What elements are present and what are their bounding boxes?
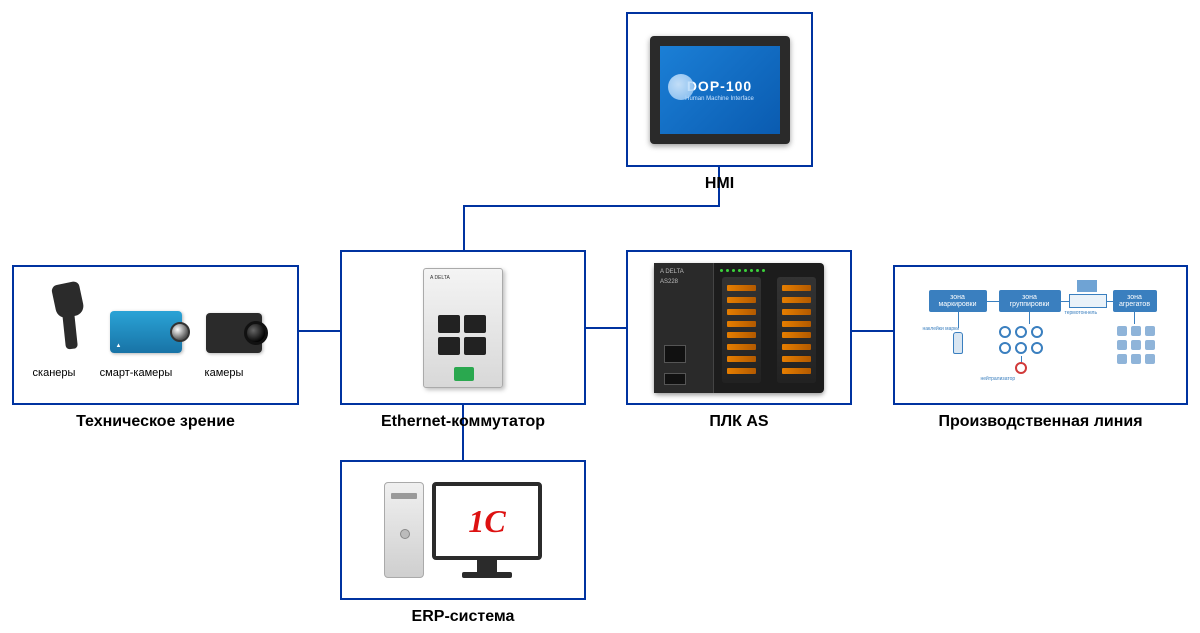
- prod-roll: [999, 326, 1011, 338]
- conn-hmi-switch-h: [463, 205, 720, 207]
- prod-square: [1131, 354, 1141, 364]
- label-vision: Техническое зрение: [12, 413, 299, 431]
- label-prodline: Производственная линия: [893, 413, 1188, 431]
- prod-conn-2: [1061, 301, 1069, 302]
- prod-square: [1145, 354, 1155, 364]
- label-hmi: HMI: [626, 175, 813, 193]
- prod-conn-1: [987, 301, 999, 302]
- prod-sub-1: наклейки марки: [923, 326, 960, 332]
- hmi-device: DOP-100 Human Machine Interface: [650, 36, 790, 144]
- prod-square: [1145, 340, 1155, 350]
- plc-device-icon: A DELTA AS228: [654, 263, 824, 393]
- camera-icon: [206, 313, 262, 353]
- prod-square: [1131, 340, 1141, 350]
- erp-tower-icon: [384, 482, 424, 578]
- plc-brand: A DELTA: [660, 269, 684, 275]
- prod-roll: [1031, 342, 1043, 354]
- hmi-screen-text: DOP-100: [687, 78, 752, 94]
- node-prodline: зона маркировки зона группировки зона аг…: [893, 265, 1188, 405]
- switch-ports: [438, 315, 486, 355]
- prod-box-mark: зона маркировки: [929, 290, 987, 312]
- prod-roll-red: [1015, 362, 1027, 374]
- node-plc: A DELTA AS228: [626, 250, 852, 405]
- erp-logo-text: 1C: [468, 503, 505, 540]
- conn-hmi-switch-v2: [463, 205, 465, 250]
- sublabel-camera: камеры: [192, 367, 256, 379]
- hmi-hand-icon: [668, 74, 694, 100]
- prod-sub-2: нейтрализатор: [981, 376, 1016, 382]
- erp-monitor-icon: 1C: [432, 482, 542, 578]
- vision-items: ▲: [50, 283, 262, 353]
- prod-box-agg: зона агрегатов: [1113, 290, 1157, 312]
- conn-switch-plc: [586, 327, 626, 329]
- prod-square: [1117, 354, 1127, 364]
- node-switch: A DELTA: [340, 250, 586, 405]
- production-line-diagram: зона маркировки зона группировки зона аг…: [921, 280, 1161, 390]
- prod-roll: [1015, 342, 1027, 354]
- node-hmi: DOP-100 Human Machine Interface: [626, 12, 813, 167]
- prod-roll: [1031, 326, 1043, 338]
- sublabel-scanner: сканеры: [22, 367, 86, 379]
- prod-roll: [1015, 326, 1027, 338]
- prod-bottle-icon: [953, 332, 963, 354]
- switch-plug-icon: [454, 367, 474, 381]
- erp-system-icon: 1C: [384, 482, 542, 578]
- label-erp: ERP-система: [340, 608, 586, 626]
- sublabel-smartcam: смарт-камеры: [88, 367, 184, 379]
- prod-roll: [999, 342, 1011, 354]
- plc-model: AS228: [660, 279, 678, 285]
- prod-machine-icon: [1077, 280, 1097, 292]
- ethernet-switch-icon: A DELTA: [423, 268, 503, 388]
- prod-connv-2: [1029, 312, 1030, 324]
- node-erp: 1C: [340, 460, 586, 600]
- label-plc: ПЛК AS: [626, 413, 852, 431]
- smart-camera-icon: ▲: [110, 311, 182, 353]
- conn-vision-switch: [299, 330, 340, 332]
- prod-square: [1117, 326, 1127, 336]
- prod-tunnel: [1069, 294, 1107, 308]
- prod-tunnel-label: термотоннель: [1065, 310, 1098, 316]
- prod-square: [1145, 326, 1155, 336]
- prod-square: [1117, 340, 1127, 350]
- prod-square: [1131, 326, 1141, 336]
- switch-brand: A DELTA: [430, 275, 450, 281]
- scanner-icon: [50, 283, 86, 353]
- conn-plc-prod: [852, 330, 893, 332]
- prod-conn-3: [1107, 301, 1113, 302]
- hmi-screen-subtext: Human Machine Interface: [685, 96, 754, 102]
- prod-box-group: зона группировки: [999, 290, 1061, 312]
- node-vision: ▲: [12, 265, 299, 405]
- prod-connv-3: [1134, 312, 1135, 324]
- label-switch: Ethernet-коммутатор: [340, 413, 586, 431]
